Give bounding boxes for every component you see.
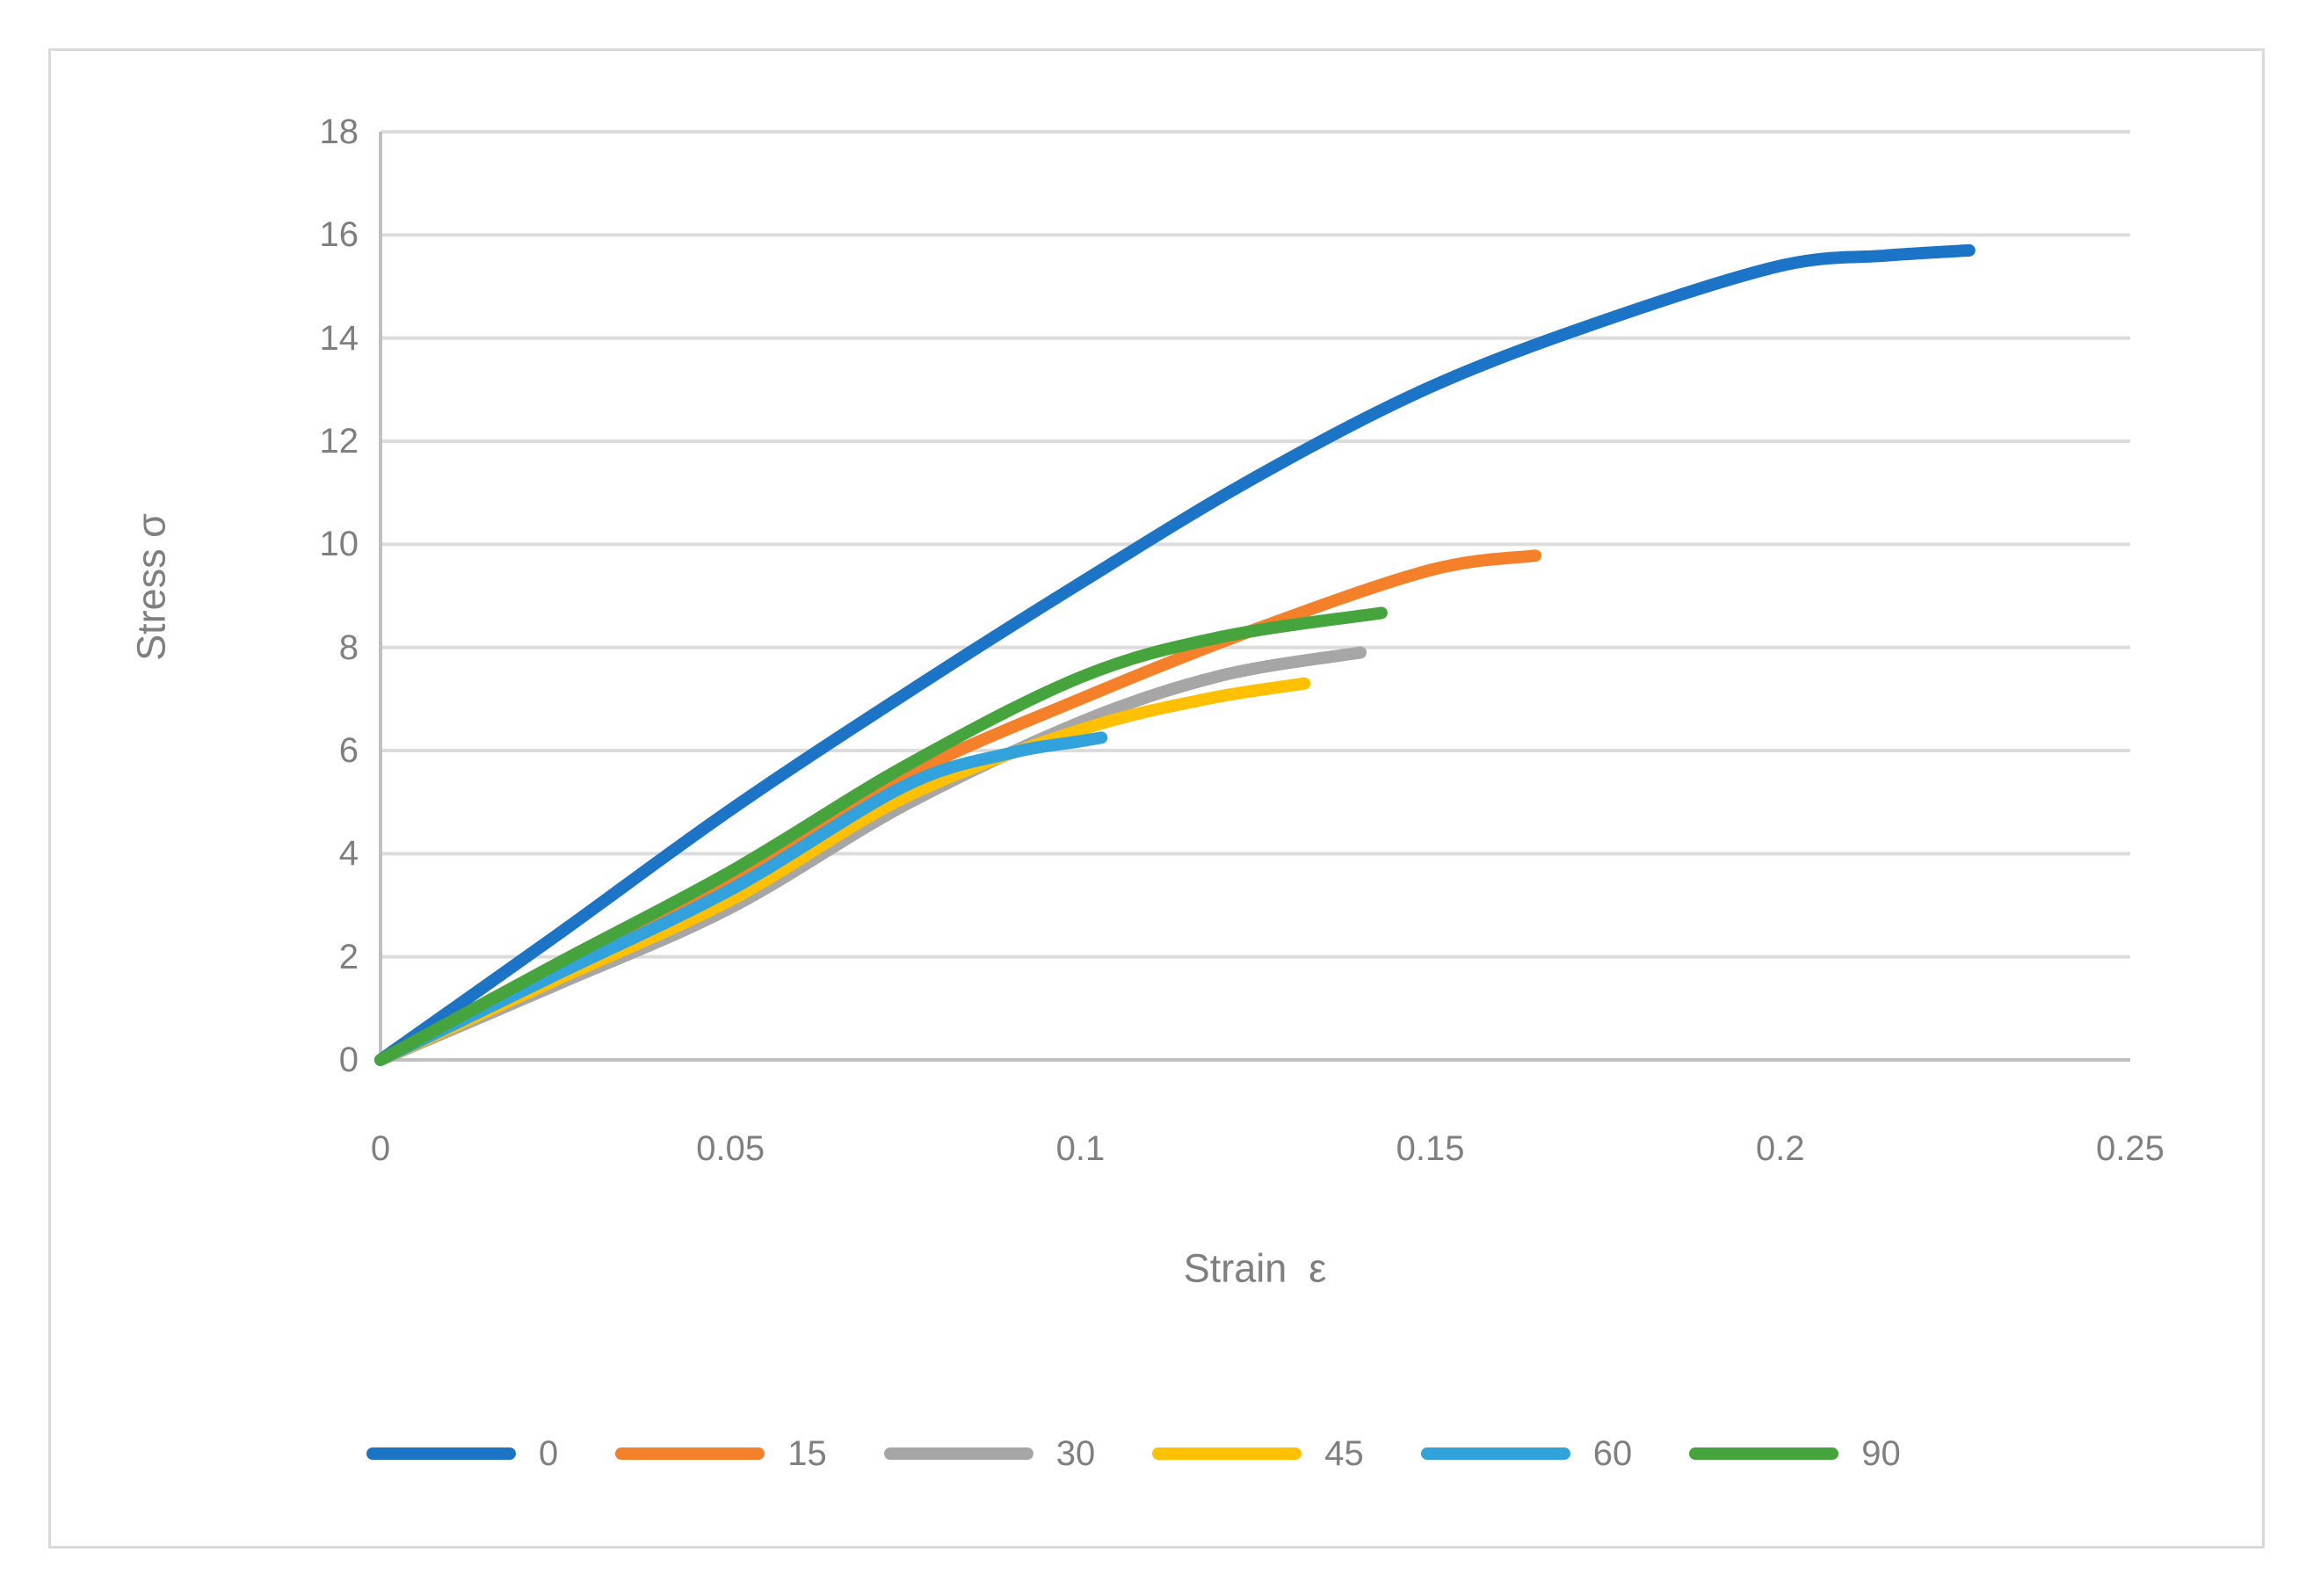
y-tick-label-18: 18 — [319, 112, 359, 151]
series-curve-60 — [374, 731, 1108, 1066]
x-tick-label-0.15: 0.15 — [1396, 1129, 1465, 1168]
legend-label-30: 30 — [1055, 1434, 1096, 1473]
legend-label-0: 0 — [539, 1434, 559, 1473]
y-tick-label-16: 16 — [319, 215, 359, 255]
legend-item-0[interactable]: 0 — [366, 1436, 558, 1471]
legend-item-30[interactable]: 30 — [883, 1434, 1096, 1473]
legend-item-90[interactable]: 90 — [1689, 1436, 1901, 1471]
series-curve-0 — [374, 243, 1976, 1066]
legend-swatch-15 — [615, 1447, 765, 1460]
legend-swatch-60 — [1420, 1447, 1570, 1460]
legend-item-45[interactable]: 45 — [1152, 1436, 1364, 1471]
y-tick-label-10: 10 — [319, 525, 359, 564]
legend-item-15[interactable]: 15 — [615, 1436, 827, 1471]
x-tick-label-0.05: 0.05 — [696, 1129, 765, 1168]
series-curve-90 — [374, 606, 1388, 1066]
x-tick-label-0.1: 0.1 — [1055, 1129, 1106, 1168]
chart-legend: 0 15 30 45 60 90 — [366, 1436, 1901, 1471]
legend-swatch-45 — [1152, 1447, 1302, 1460]
chart-border — [48, 48, 2265, 1549]
legend-swatch-30 — [883, 1447, 1033, 1460]
x-tick-label-0.2: 0.2 — [1755, 1129, 1805, 1168]
y-axis-title: Stress σ — [128, 513, 174, 661]
legend-label-15: 15 — [787, 1434, 827, 1473]
y-tick-label-0: 0 — [338, 1041, 359, 1079]
y-tick-label-4: 4 — [338, 834, 359, 874]
legend-label-90: 90 — [1861, 1434, 1901, 1473]
y-tick-label-8: 8 — [338, 628, 359, 667]
y-tick-label-14: 14 — [319, 318, 359, 358]
x-axis-title: Strain ε — [1183, 1245, 1327, 1291]
x-tick-label-0.25: 0.25 — [2096, 1129, 2164, 1168]
legend-swatch-0 — [366, 1447, 516, 1460]
y-tick-label-12: 12 — [319, 422, 359, 461]
y-tick-label-2: 2 — [338, 937, 359, 976]
legend-label-60: 60 — [1592, 1434, 1633, 1473]
legend-swatch-90 — [1689, 1447, 1839, 1460]
x-tick-label-0: 0 — [370, 1129, 391, 1168]
y-tick-label-6: 6 — [338, 731, 359, 770]
legend-label-45: 45 — [1324, 1434, 1364, 1473]
legend-item-60[interactable]: 60 — [1420, 1434, 1633, 1473]
